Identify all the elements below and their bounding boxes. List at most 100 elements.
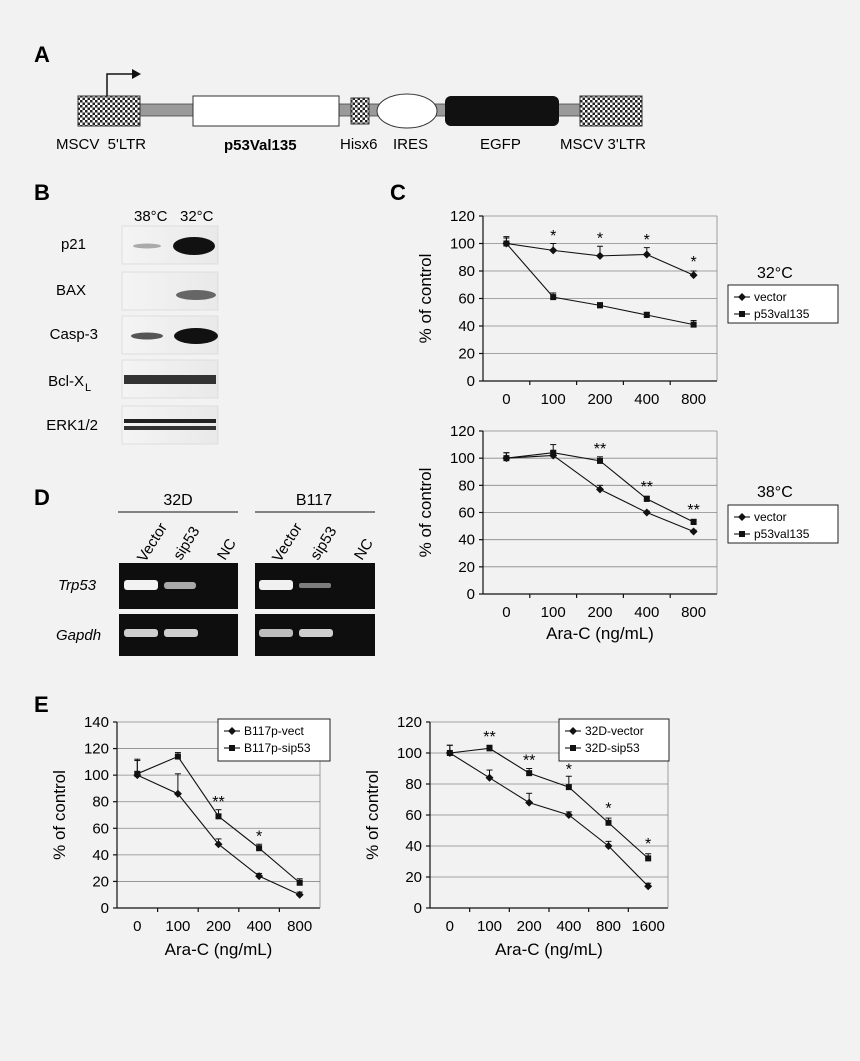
legend-swatch-marker bbox=[228, 727, 236, 735]
chart-c-32c: 0 20 40 60 80 100 120 0 100 200 400 800 % of control… bbox=[416, 208, 839, 408]
legend-entry: B117p-vect bbox=[244, 724, 304, 738]
x-tick-label: 200 bbox=[587, 604, 612, 621]
significance-mark: ** bbox=[523, 752, 535, 769]
data-point bbox=[296, 879, 303, 886]
temp-38: 38°C bbox=[134, 208, 168, 225]
chart-e-b117: 0 20 40 60 80 100 120 140 0 100 200 400 800 % of cont… bbox=[50, 714, 331, 959]
legend-swatch-marker bbox=[229, 745, 235, 751]
data-point bbox=[214, 840, 223, 849]
data-point bbox=[642, 508, 651, 517]
lane-sip53-32d: sip53 bbox=[170, 524, 203, 563]
significance-mark: ** bbox=[594, 441, 606, 458]
data-point bbox=[525, 798, 534, 807]
group-32d: 32D bbox=[163, 492, 192, 509]
p53val135-box bbox=[192, 95, 340, 127]
data-point bbox=[596, 485, 604, 494]
data-point bbox=[550, 449, 557, 456]
legend-entry: vector bbox=[754, 510, 787, 524]
protein-bclxl: Bcl-X bbox=[48, 373, 84, 390]
data-point bbox=[565, 784, 572, 791]
y-tick-label: 60 bbox=[458, 505, 475, 522]
y-tick-label: 100 bbox=[84, 767, 109, 784]
y-tick-label: 20 bbox=[458, 559, 475, 576]
blot-bclxl bbox=[121, 359, 219, 399]
gel-gapdh-b117 bbox=[255, 614, 375, 656]
y-tick-label: 60 bbox=[92, 820, 109, 837]
ltr-3-box bbox=[579, 95, 643, 127]
panel-label-a: A bbox=[34, 42, 50, 67]
lane-nc-b117: NC bbox=[351, 536, 377, 564]
legend-box bbox=[558, 718, 670, 762]
significance-mark: * bbox=[645, 836, 651, 853]
data-point bbox=[526, 770, 533, 777]
significance-mark: * bbox=[644, 232, 650, 249]
panel-a: A MSCV 5'LTR p53Val135 Hisx6 IRES EGFP M… bbox=[34, 42, 646, 154]
data-point bbox=[173, 789, 182, 798]
panel-b: B 38°C 32°C p21 BAX Casp-3 Bcl-X L ERK1/… bbox=[34, 180, 219, 445]
data-point bbox=[215, 813, 222, 820]
legend-title: 32°C bbox=[757, 265, 793, 282]
legend-swatch-marker bbox=[739, 311, 745, 317]
y-tick-label: 60 bbox=[458, 291, 475, 308]
data-point bbox=[643, 495, 650, 502]
series-line bbox=[506, 454, 694, 533]
lane-vector-b117: Vector bbox=[269, 520, 306, 565]
ires-ellipse bbox=[376, 93, 438, 129]
data-point bbox=[605, 819, 612, 826]
x-tick-label: 100 bbox=[541, 391, 566, 408]
legend-title: 38°C bbox=[757, 484, 793, 501]
legend-swatch-marker bbox=[570, 745, 576, 751]
ltr-5-box bbox=[77, 95, 141, 127]
x-tick-label: 800 bbox=[681, 604, 706, 621]
x-tick-label: 200 bbox=[587, 391, 612, 408]
data-point bbox=[642, 250, 651, 259]
x-tick-label: 400 bbox=[634, 391, 659, 408]
legend-entry: B117p-sip53 bbox=[244, 741, 311, 755]
gene-trp53: Trp53 bbox=[58, 577, 97, 594]
temp-32: 32°C bbox=[180, 208, 214, 225]
y-tick-label: 60 bbox=[405, 807, 422, 824]
blot-casp3 bbox=[121, 315, 219, 355]
data-point bbox=[644, 882, 653, 891]
x-tick-label: 400 bbox=[634, 604, 659, 621]
series-line bbox=[449, 747, 649, 859]
y-tick-label: 40 bbox=[92, 847, 109, 864]
significance-mark: ** bbox=[212, 794, 224, 811]
label-hisx6: Hisx6 bbox=[340, 136, 378, 153]
label-ires: IRES bbox=[393, 136, 428, 153]
panel-label-c: C bbox=[390, 180, 406, 205]
x-tick-label: 800 bbox=[681, 391, 706, 408]
y-tick-label: 100 bbox=[397, 745, 422, 762]
protein-bclxl-subscript: L bbox=[85, 382, 91, 394]
data-point bbox=[597, 457, 603, 464]
y-tick-label: 80 bbox=[405, 776, 422, 793]
gel-gapdh-32d bbox=[119, 614, 238, 656]
data-point bbox=[689, 527, 698, 536]
y-tick-label: 120 bbox=[450, 208, 475, 225]
y-axis-label: % of control bbox=[416, 254, 435, 344]
arrowhead-icon bbox=[132, 69, 141, 79]
protein-p21: p21 bbox=[61, 236, 86, 253]
legend-entry: p53val135 bbox=[754, 307, 810, 321]
data-point bbox=[645, 855, 652, 862]
y-tick-label: 80 bbox=[92, 794, 109, 811]
lane-nc-32d: NC bbox=[214, 536, 240, 564]
y-tick-label: 0 bbox=[101, 900, 109, 917]
data-point bbox=[174, 753, 181, 760]
significance-mark: * bbox=[605, 800, 611, 817]
hisx6-box bbox=[350, 97, 370, 125]
label-mscv-5ltr: MSCV 5'LTR bbox=[56, 136, 146, 153]
blot-bax bbox=[121, 271, 219, 311]
data-point bbox=[604, 842, 613, 850]
data-point bbox=[690, 519, 697, 526]
y-tick-label: 80 bbox=[458, 263, 475, 280]
group-b117: B117 bbox=[296, 492, 332, 509]
x-tick-label: 400 bbox=[556, 918, 581, 935]
y-tick-label: 20 bbox=[92, 873, 109, 890]
significance-mark: ** bbox=[687, 502, 699, 519]
lane-sip53-b117: sip53 bbox=[307, 524, 340, 563]
data-point bbox=[134, 770, 141, 777]
significance-mark: ** bbox=[483, 729, 495, 746]
significance-mark: * bbox=[550, 228, 556, 245]
